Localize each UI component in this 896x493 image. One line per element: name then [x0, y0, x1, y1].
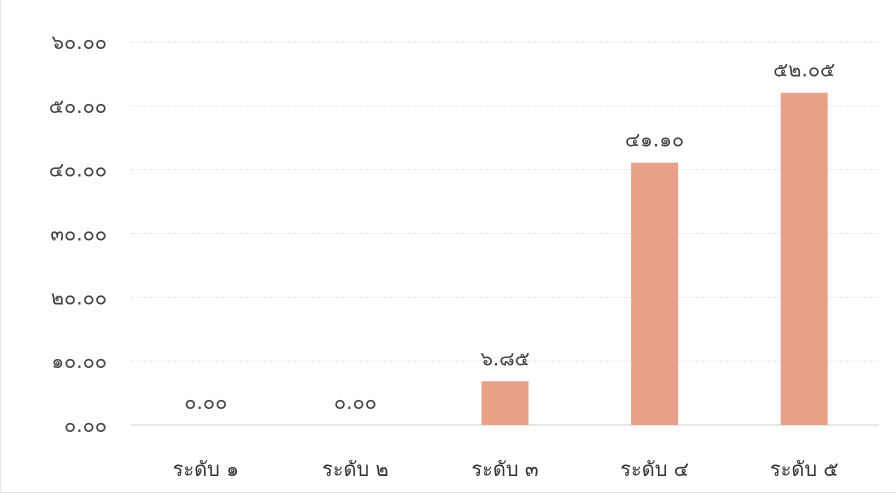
y-tick-label: ๓๐.๐๐	[50, 222, 107, 246]
category-label: ระดับ ๓	[471, 457, 538, 481]
category-label: ระดับ ๕	[770, 457, 839, 481]
category-label: ระดับ ๒	[322, 457, 389, 481]
bar	[631, 162, 679, 425]
bar	[481, 381, 529, 425]
bar	[780, 92, 828, 425]
y-tick-label: ๔๐.๐๐	[49, 158, 107, 182]
data-labels: ๐.๐๐ ๐.๐๐ ๖.๘๕ ๔๑.๑๐ ๕๒.๐๕	[184, 58, 835, 414]
data-label: ๔๑.๑๐	[625, 128, 684, 152]
y-tick-label: ๖๐.๐๐	[51, 30, 107, 54]
y-tick-label: ๑๐.๐๐	[51, 349, 107, 373]
data-label: ๕๒.๐๕	[773, 58, 835, 82]
y-tick-label: ๒๐.๐๐	[51, 285, 107, 309]
bars	[481, 92, 828, 425]
category-label: ระดับ ๔	[620, 457, 689, 481]
data-label: ๖.๘๕	[480, 346, 530, 370]
y-tick-label: ๕๐.๐๐	[49, 94, 107, 118]
data-label: ๐.๐๐	[184, 390, 227, 414]
data-label: ๐.๐๐	[334, 390, 377, 414]
y-tick-label: ๐.๐๐	[64, 413, 107, 437]
y-axis-tick-labels: ๐.๐๐ ๑๐.๐๐ ๒๐.๐๐ ๓๐.๐๐ ๔๐.๐๐ ๕๐.๐๐ ๖๐.๐๐	[49, 30, 107, 437]
x-axis-category-labels: ระดับ ๑ ระดับ ๒ ระดับ ๓ ระดับ ๔ ระดับ ๕	[173, 457, 839, 481]
category-label: ระดับ ๑	[173, 457, 239, 481]
